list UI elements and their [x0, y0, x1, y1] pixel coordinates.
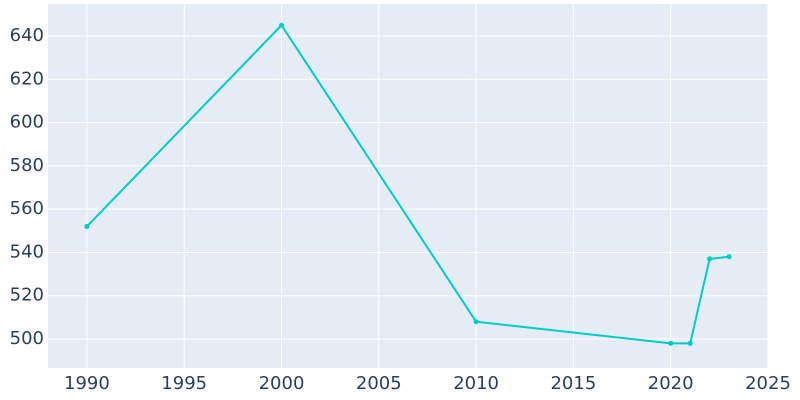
y-tick-label: 640	[10, 25, 44, 46]
x-tick-label: 2000	[259, 373, 305, 394]
y-tick-label: 600	[10, 112, 44, 133]
data-point	[84, 223, 90, 229]
y-tick-label: 540	[10, 241, 44, 262]
y-tick-label: 500	[10, 328, 44, 349]
data-point	[279, 22, 285, 28]
data-point	[707, 256, 713, 262]
x-tick-label: 1995	[161, 373, 207, 394]
plot-area	[48, 4, 768, 368]
data-point	[668, 340, 674, 346]
x-tick-label: 2005	[356, 373, 402, 394]
x-tick-label: 1990	[64, 373, 110, 394]
y-tick-label: 580	[10, 155, 44, 176]
x-tick-label: 2025	[745, 373, 791, 394]
y-tick-label: 520	[10, 285, 44, 306]
data-point	[473, 319, 479, 325]
x-tick-label: 2010	[453, 373, 499, 394]
x-tick-label: 2015	[550, 373, 596, 394]
data-point	[687, 340, 693, 346]
data-point	[726, 254, 732, 260]
y-tick-label: 620	[10, 68, 44, 89]
x-tick-label: 2020	[648, 373, 694, 394]
y-tick-label: 560	[10, 198, 44, 219]
